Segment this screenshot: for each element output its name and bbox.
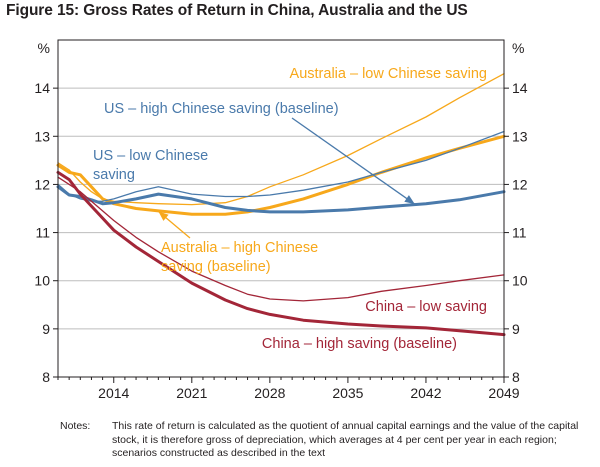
series-group [56, 73, 506, 337]
annotation-arrows [157, 117, 416, 239]
series-line-us_high [56, 185, 506, 214]
series-line-china_high [56, 170, 506, 337]
annotation-australia-low: Australia – low Chinese saving [290, 66, 487, 82]
annotation-us-high: US – high Chinese saving (baseline) [104, 101, 339, 117]
y-tick-label-right: 8 [512, 369, 520, 385]
x-tick-label: 2035 [332, 385, 363, 401]
annotation-china-high: China – high saving (baseline) [262, 336, 457, 352]
series-annotations: Australia – low Chinese saving US – high … [93, 66, 487, 352]
annotation-china-low: China – low saving [365, 299, 487, 315]
arrow-us-high-head [404, 195, 415, 205]
figure-title: Figure 15: Gross Rates of Return in Chin… [6, 2, 468, 19]
y-tick-label-right: 14 [512, 80, 528, 96]
series-line-china_low [57, 176, 505, 302]
plot-frame [57, 39, 505, 378]
y-tick-label-right: 12 [512, 176, 528, 192]
y-tick-label-right: 9 [512, 321, 520, 337]
axis-labels: 8 8 9 9 10 10 11 11 12 12 13 13 14 14% % 2014 2021 2028 20… [34, 40, 527, 401]
annotation-australia-high: Australia – high Chinese saving (baseline… [161, 240, 318, 275]
y-tick-label-left: 11 [35, 225, 50, 241]
y-tick-label-right: 13 [512, 128, 528, 144]
line-chart: 8 8 9 9 10 10 11 11 12 12 13 13 14 14% % 2014 2021 2028 20… [34, 39, 528, 401]
y-tick-label-left: 13 [34, 128, 50, 144]
x-tick-label: 2021 [176, 385, 207, 401]
x-tick-label: 2042 [410, 385, 441, 401]
axis-ticks [53, 87, 509, 383]
notes-text: This rate of return is calculated as the… [112, 420, 579, 459]
x-tick-label: 2028 [254, 385, 285, 401]
y-tick-label-left: 10 [34, 273, 50, 289]
y-tick-label-left: 9 [42, 321, 50, 337]
x-tick-label: 2049 [488, 385, 519, 401]
arrow-us-high-shaft [291, 117, 416, 205]
annotation-us-low: US – low Chinese saving [93, 148, 208, 183]
y-tick-label-left: 14 [34, 80, 50, 96]
notes-label: Notes: [60, 420, 91, 432]
y-tick-label-right: 10 [512, 273, 528, 289]
arrow-australia-high-head [158, 211, 169, 221]
y-unit-right: % [512, 40, 524, 56]
series-line-us_low [57, 130, 505, 202]
y-unit-left: % [38, 40, 50, 56]
gridlines [58, 87, 504, 330]
series-line-aus_low [57, 73, 505, 206]
y-tick-label-left: 8 [42, 369, 50, 385]
y-tick-label-right: 11 [512, 225, 527, 241]
x-tick-label: 2014 [98, 385, 129, 401]
y-tick-label-left: 12 [34, 176, 50, 192]
